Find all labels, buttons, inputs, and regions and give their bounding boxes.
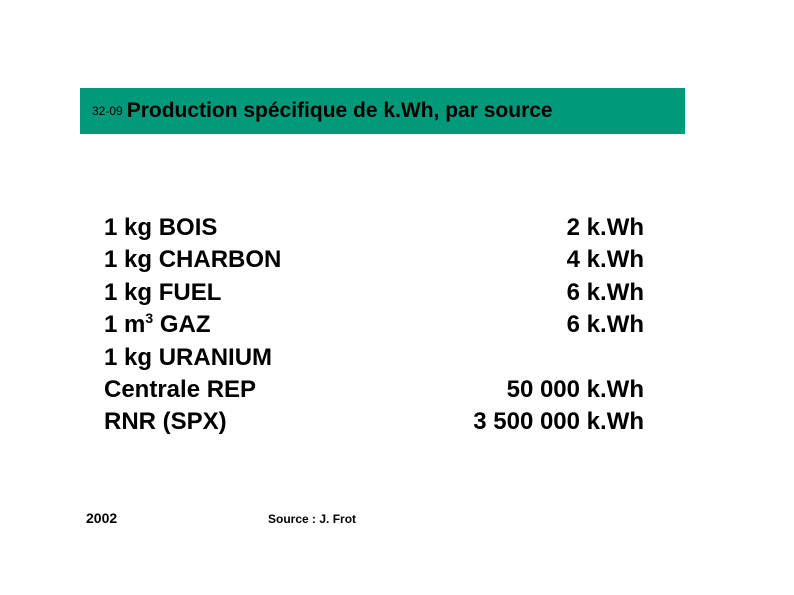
table-row: 1 kg CHARBON 4 k.Wh [104,244,644,276]
row-value: 6 k.Wh [567,309,644,341]
title-bar: 32-09 Production spécifique de k.Wh, par… [80,88,685,134]
table-row: RNR (SPX) 3 500 000 k.Wh [104,406,644,438]
row-label: Centrale REP [104,374,256,406]
table-row: 1 kg BOIS 2 k.Wh [104,212,644,244]
row-label: 1 m3 GAZ [104,309,210,341]
row-value: 2 k.Wh [567,212,644,244]
table-row: 1 kg FUEL 6 k.Wh [104,277,644,309]
title-code: 32-09 [92,104,123,118]
table-row: 1 m3 GAZ 6 k.Wh [104,309,644,341]
row-label: RNR (SPX) [104,406,227,438]
row-value: 50 000 k.Wh [507,374,644,406]
row-value: 3 500 000 k.Wh [473,406,644,438]
title-text: Production spécifique de k.Wh, par sourc… [127,99,553,123]
footer-citation: Source : J. Frot [268,512,356,526]
footer-year: 2002 [86,510,117,526]
table-row: Centrale REP 50 000 k.Wh [104,374,644,406]
row-label: 1 kg BOIS [104,212,217,244]
row-value: 6 k.Wh [567,277,644,309]
row-label: 1 kg FUEL [104,277,221,309]
row-value: 4 k.Wh [567,244,644,276]
row-label: 1 kg URANIUM [104,342,272,374]
table-row: 1 kg URANIUM [104,342,644,374]
data-table: 1 kg BOIS 2 k.Wh 1 kg CHARBON 4 k.Wh 1 k… [104,212,644,439]
row-label: 1 kg CHARBON [104,244,281,276]
